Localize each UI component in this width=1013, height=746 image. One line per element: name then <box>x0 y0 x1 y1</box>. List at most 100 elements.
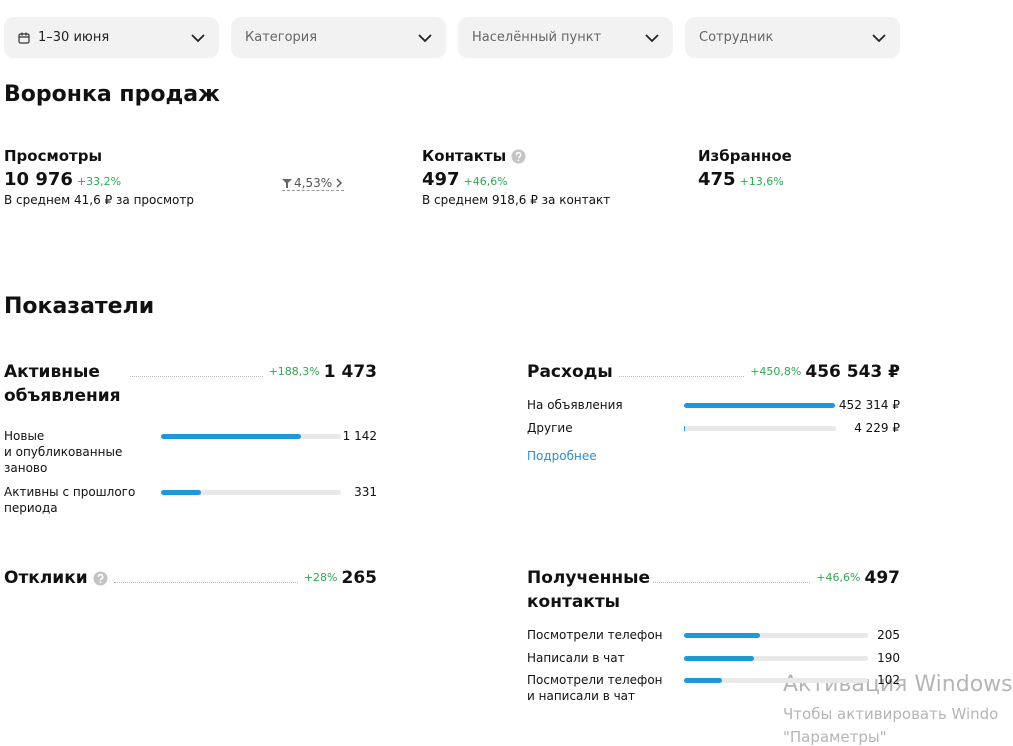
row-label: Новые и опубликованные заново <box>4 429 123 475</box>
bar-track <box>684 656 868 661</box>
funnel-change: +13,6% <box>739 175 784 188</box>
metric-change: +188,3% <box>268 365 320 378</box>
row-label: Другие <box>527 421 573 435</box>
row-label: На объявления <box>527 398 623 412</box>
funnel-value: 475 <box>698 169 736 190</box>
filter-icon <box>282 179 292 188</box>
metric-row: Посмотрели телефон и написали в чат 102 <box>527 672 900 704</box>
leader <box>653 566 811 583</box>
row-value: 190 <box>877 651 900 665</box>
funnel-value-row: 497 +46,6% <box>422 169 610 190</box>
conversion-value: 4,53% <box>294 176 333 190</box>
bar-track <box>684 426 836 431</box>
filter-label: Сотрудник <box>699 30 774 45</box>
metric-header: Полученные контакты +46,6% 497 <box>527 566 900 614</box>
chevron <box>872 33 886 43</box>
metric-title: Активные объявления <box>4 360 124 408</box>
bar-track <box>684 633 868 638</box>
funnel-item: Избранное 475 +13,6% <box>698 147 792 190</box>
bar-fill <box>684 403 835 408</box>
metric-row: Другие 4 229 ₽ <box>527 420 900 436</box>
metric-title: Полученные контакты <box>527 566 651 614</box>
funnel-item: Контакты 497 +46,6% В среднем 918,6 ₽ за ко… <box>422 147 610 207</box>
metric-title-text: Расходы <box>527 362 613 382</box>
funnel-name-text: Просмотры <box>4 147 103 165</box>
filter-label: Категория <box>245 30 318 45</box>
bar-track <box>684 403 836 408</box>
row-value: 102 <box>877 673 900 687</box>
metric-block: Активные объявления +188,3% 1 473 <box>4 360 377 408</box>
calendar-icon <box>18 32 38 44</box>
funnel-title: Воронка продаж <box>4 82 220 107</box>
filter-dropdown[interactable]: Категория <box>231 17 446 58</box>
row-label: Активны с прошлого периода <box>4 485 136 515</box>
metric-block: Полученные контакты +46,6% 497 <box>527 566 900 614</box>
funnel-name-text: Избранное <box>698 147 792 165</box>
help-icon <box>511 149 526 164</box>
metric-total: 497 <box>864 568 901 588</box>
row-value: 331 <box>354 485 377 499</box>
watermark-title: Активация Windows <box>783 672 1013 697</box>
filter-dropdown[interactable]: Сотрудник <box>685 17 900 58</box>
funnel-value: 497 <box>422 169 460 190</box>
funnel-name: Избранное <box>698 147 792 165</box>
metric-title-text: Активные объявления <box>4 362 121 406</box>
metric-row: Активны с прошлого периода 331 <box>4 484 377 516</box>
funnel-item: Просмотры 10 976 +33,2% В среднем 41,6 ₽ за… <box>4 147 194 207</box>
conversion[interactable]: 4,53% <box>282 176 345 191</box>
funnel-change: +46,6% <box>463 175 508 188</box>
funnel-change: +33,2% <box>76 175 122 188</box>
bar-track <box>161 434 341 439</box>
details-link[interactable]: Подробнее <box>527 449 597 463</box>
metric-block: Расходы +450,8% 456 543 ₽ <box>527 360 900 384</box>
funnel-value-row: 10 976 +33,2% <box>4 169 194 190</box>
metric-header: Активные объявления +188,3% 1 473 <box>4 360 377 408</box>
metric-total: 1 473 <box>323 362 377 382</box>
metric-total: 456 543 ₽ <box>805 362 900 382</box>
row-value: 1 142 <box>342 429 377 443</box>
metrics-title: Показатели <box>4 294 155 319</box>
funnel-note: В среднем 41,6 ₽ за просмотр <box>4 193 194 207</box>
funnel-name: Просмотры <box>4 147 194 165</box>
row-label: Посмотрели телефон и написали в чат <box>527 673 663 703</box>
bar-track <box>684 678 868 683</box>
bar-fill <box>684 633 760 638</box>
row-value: 205 <box>877 628 900 642</box>
filter-dropdown[interactable]: Населённый пункт <box>458 17 673 58</box>
leader <box>130 360 263 377</box>
metric-change: +46,6% <box>816 571 861 584</box>
metric-row: Посмотрели телефон 205 <box>527 627 900 643</box>
watermark-sub: "Параметры" <box>783 728 887 746</box>
funnel-value: 10 976 <box>4 169 73 190</box>
metric-row: На объявления 452 314 ₽ <box>527 397 900 413</box>
metric-change: +28% <box>303 571 338 584</box>
filter-dropdown[interactable]: 1–30 июня <box>4 17 219 58</box>
row-value: 452 314 ₽ <box>838 398 900 412</box>
leader <box>113 566 298 583</box>
metric-change: +450,8% <box>750 365 802 378</box>
chevron <box>418 33 432 43</box>
bar-fill <box>684 426 686 431</box>
metric-row: Новые и опубликованные заново 1 142 <box>4 428 377 476</box>
bar-track <box>161 490 341 495</box>
funnel-name-text: Контакты <box>422 147 507 165</box>
metric-title: Отклики <box>4 566 108 590</box>
bar-fill <box>684 656 755 661</box>
bar-fill <box>684 678 722 683</box>
metric-header: Расходы +450,8% 456 543 ₽ <box>527 360 900 384</box>
filter-label: 1–30 июня <box>38 30 110 45</box>
funnel-value-row: 475 +13,6% <box>698 169 792 190</box>
metric-title-text: Полученные контакты <box>527 568 651 612</box>
metric-row: Написали в чат 190 <box>527 650 900 666</box>
metric-total: 265 <box>341 568 378 588</box>
metric-header: Отклики +28% 265 <box>4 566 377 590</box>
funnel-note: В среднем 918,6 ₽ за контакт <box>422 193 611 207</box>
funnel-name: Контакты <box>422 147 610 165</box>
filter-label: Населённый пункт <box>472 30 602 45</box>
row-label: Написали в чат <box>527 651 625 665</box>
bar-fill <box>161 434 301 439</box>
metric-title-text: Отклики <box>4 568 88 588</box>
leader <box>618 360 745 377</box>
row-value: 4 229 ₽ <box>854 421 900 435</box>
